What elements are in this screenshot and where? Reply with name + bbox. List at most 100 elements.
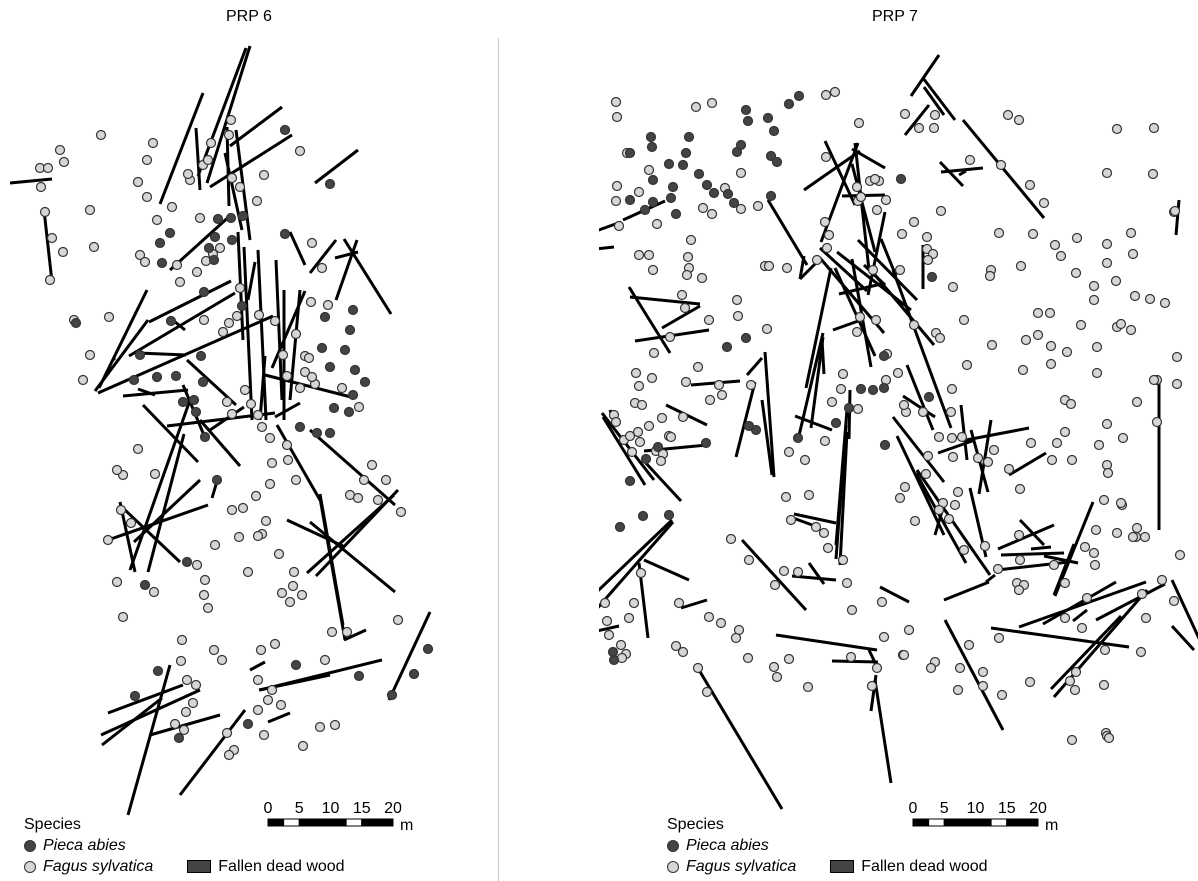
legend-item-fagus-sylvatica: Fagus sylvatica Fallen dead wood <box>24 856 345 877</box>
tree-fagus-sylvatica <box>1103 732 1115 744</box>
tree-fagus-sylvatica <box>1015 260 1027 272</box>
tree-pieca-abies <box>422 643 434 655</box>
tree-fagus-sylvatica <box>680 376 692 388</box>
tree-fagus-sylvatica <box>181 674 193 686</box>
fallen-log <box>601 416 647 486</box>
tree-pieca-abies <box>607 646 619 658</box>
fallen-log <box>803 149 861 192</box>
tree-fagus-sylvatica <box>1049 239 1061 251</box>
tree-fagus-sylvatica <box>111 576 123 588</box>
tree-fagus-sylvatica <box>742 652 754 664</box>
tree-pieca-abies <box>212 213 224 225</box>
tree-pieca-abies <box>645 131 657 143</box>
fallen-log <box>831 659 879 664</box>
tree-pieca-abies <box>408 668 420 680</box>
fallen-log <box>862 263 887 287</box>
tree-fagus-sylvatica <box>811 254 823 266</box>
scale-segment <box>345 818 363 827</box>
tree-fagus-sylvatica <box>846 604 858 616</box>
tree-fagus-sylvatica <box>198 314 210 326</box>
tree-fagus-sylvatica <box>1045 358 1057 370</box>
tree-fagus-sylvatica <box>1169 205 1181 217</box>
tree-fagus-sylvatica <box>223 129 235 141</box>
fallen-log <box>599 521 675 609</box>
tree-fagus-sylvatica <box>935 205 947 217</box>
tree-fagus-sylvatica <box>986 339 998 351</box>
tree-pieca-abies <box>181 556 193 568</box>
tree-pieca-abies <box>743 420 755 432</box>
tree-fagus-sylvatica <box>290 474 302 486</box>
tree-fagus-sylvatica <box>1090 524 1102 536</box>
tree-fagus-sylvatica <box>917 406 929 418</box>
tree-fagus-sylvatica <box>294 145 306 157</box>
tree-pieca-abies <box>139 579 151 591</box>
fallen-log <box>599 624 620 633</box>
tree-fagus-sylvatica <box>1024 676 1036 688</box>
tree-fagus-sylvatica <box>147 137 159 149</box>
tree-fagus-sylvatica <box>610 96 622 108</box>
fallen-log <box>838 282 882 296</box>
tree-fagus-sylvatica <box>1089 559 1101 571</box>
tree-pieca-abies <box>768 125 780 137</box>
tree-fagus-sylvatica <box>1064 675 1076 687</box>
tree-fagus-sylvatica <box>296 589 308 601</box>
tree-fagus-sylvatica <box>1059 426 1071 438</box>
tree-fagus-sylvatica <box>837 554 849 566</box>
tree-pieca-abies <box>177 396 189 408</box>
scale-tick-label: 20 <box>1029 800 1047 817</box>
tree-fagus-sylvatica <box>1027 228 1039 240</box>
tree-fagus-sylvatica <box>1032 307 1044 319</box>
tree-pieca-abies <box>165 315 177 327</box>
fallen-log <box>334 239 359 301</box>
tree-fagus-sylvatica <box>964 154 976 166</box>
tree-fagus-sylvatica <box>706 208 718 220</box>
tree-fagus-sylvatica <box>1144 293 1156 305</box>
tree-fagus-sylvatica <box>701 686 713 698</box>
legend-item-pieca-abies: Pieca abies <box>24 835 345 856</box>
tree-fagus-sylvatica <box>963 639 975 651</box>
tree-fagus-sylvatica <box>264 432 276 444</box>
tree-fagus-sylvatica <box>225 114 237 126</box>
tree-fagus-sylvatica <box>1101 167 1113 179</box>
tree-fagus-sylvatica <box>820 151 832 163</box>
tree-pieca-abies <box>195 350 207 362</box>
tree-fagus-sylvatica <box>822 542 834 554</box>
fallen-log <box>921 77 957 121</box>
tree-pieca-abies <box>173 732 185 744</box>
fallen-log <box>796 332 825 441</box>
tree-fagus-sylvatica <box>306 237 318 249</box>
fallen-log <box>1174 199 1181 236</box>
fallen-log <box>178 709 247 796</box>
tree-pieca-abies <box>152 665 164 677</box>
tree-pieca-abies <box>793 90 805 102</box>
fallen-log <box>836 250 912 312</box>
tree-pieca-abies <box>164 227 176 239</box>
legend-item-pieca-abies: Pieca abies <box>667 835 988 856</box>
tree-pieca-abies <box>722 188 734 200</box>
tree-pieca-abies <box>792 432 804 444</box>
tree-fagus-sylvatica <box>634 436 646 448</box>
tree-pieca-abies <box>359 376 371 388</box>
tree-fagus-sylvatica <box>682 251 694 263</box>
tree-fagus-sylvatica <box>1129 290 1141 302</box>
tree-fagus-sylvatica <box>823 229 835 241</box>
tree-fagus-sylvatica <box>226 408 238 420</box>
tree-fagus-sylvatica <box>174 276 186 288</box>
tree-fagus-sylvatica <box>624 430 636 442</box>
map-canvas <box>9 45 434 816</box>
tree-fagus-sylvatica <box>681 269 693 281</box>
tree-fagus-sylvatica <box>84 349 96 361</box>
tree-layer <box>599 86 1186 746</box>
scale-segment <box>1006 818 1023 827</box>
tree-fagus-sylvatica <box>867 264 879 276</box>
fallen-log <box>1018 580 1147 629</box>
fallen-log <box>794 414 833 432</box>
scale-tick-label: 20 <box>384 800 402 817</box>
tree-fagus-sylvatica <box>1102 467 1114 479</box>
tree-fagus-sylvatica <box>715 617 727 629</box>
tree-fagus-sylvatica <box>1070 267 1082 279</box>
tree-fagus-sylvatica <box>636 399 648 411</box>
tree-pieca-abies <box>624 475 636 487</box>
tree-fagus-sylvatica <box>648 347 660 359</box>
tree-fagus-sylvatica <box>132 443 144 455</box>
